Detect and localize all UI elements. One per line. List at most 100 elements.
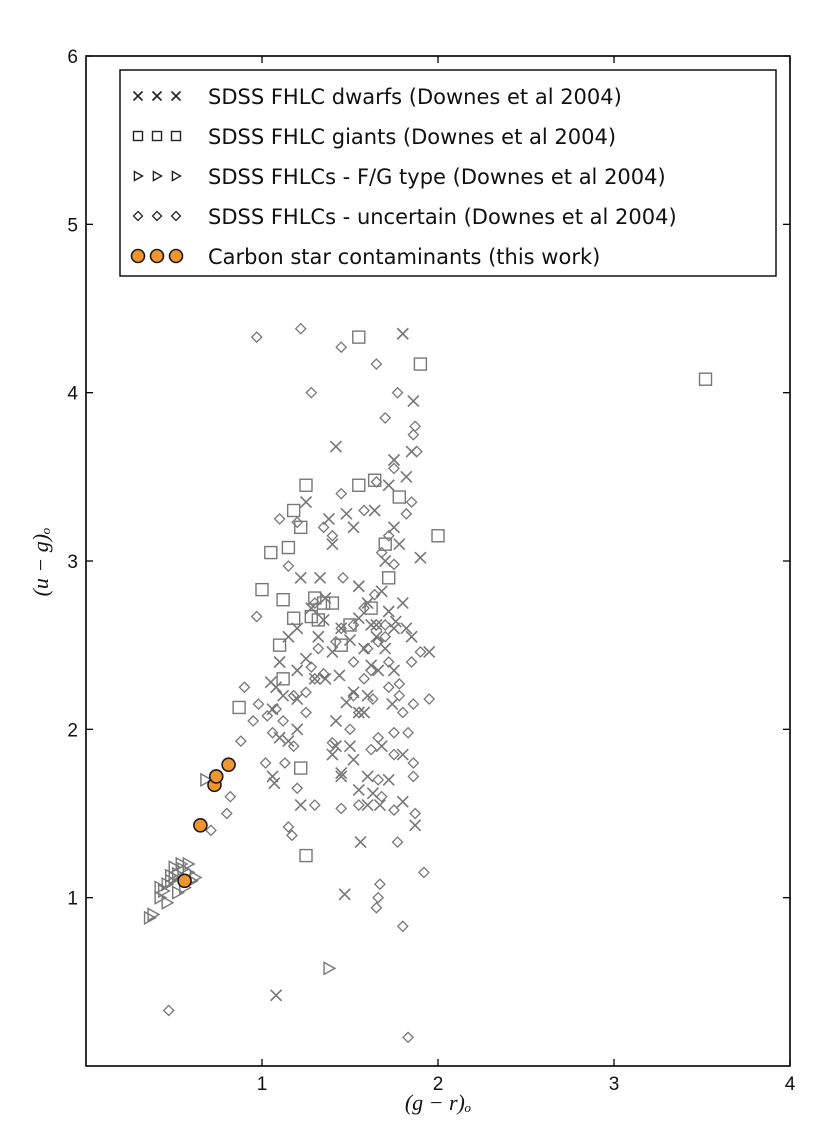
- uncertain-diamond-marker: [405, 496, 418, 509]
- dwarf-x-marker: [294, 799, 307, 812]
- dwarf-x-marker: [317, 613, 330, 626]
- giant-square-marker: [286, 503, 301, 518]
- dwarf-x-marker: [270, 989, 283, 1002]
- uncertain-diamond-marker: [407, 428, 420, 441]
- uncertain-diamond-marker: [312, 642, 325, 655]
- uncertain-diamond-marker: [391, 836, 404, 849]
- legend-entry: SDSS FHLCs - F/G type (Downes et al 2004…: [133, 165, 666, 189]
- uncertain-diamond-marker: [238, 681, 251, 694]
- uncertain-diamond-marker: [291, 782, 304, 795]
- dwarf-x-marker: [312, 630, 325, 643]
- uncertain-diamond-marker: [370, 619, 383, 631]
- dwarf-x-marker: [400, 622, 413, 635]
- uncertain-diamond-marker: [282, 560, 295, 572]
- fg-type-triangle-marker: [164, 868, 178, 883]
- giant-square-marker: [413, 357, 428, 371]
- legend-label: SDSS FHLC dwarfs (Downes et al 2004): [208, 85, 622, 109]
- y-tick-label: 6: [67, 47, 78, 68]
- carbon-star-circle-marker: [193, 817, 208, 833]
- uncertain-diamond-marker: [400, 507, 413, 520]
- x-axis-label: (g − r)ₒ: [405, 1090, 471, 1115]
- data-markers: [143, 322, 713, 1044]
- y-axis-label: (u − g)ₒ: [28, 528, 53, 597]
- uncertain-diamond-marker: [337, 571, 349, 584]
- dwarf-x-marker: [340, 696, 353, 709]
- dwarf-x-marker: [354, 836, 367, 849]
- uncertain-diamond-marker: [326, 529, 339, 542]
- uncertain-diamond-marker: [282, 821, 295, 833]
- uncertain-diamond-marker: [418, 866, 430, 879]
- legend-entry: SDSS FHLCs - uncertain (Downes et al 200…: [132, 205, 677, 229]
- dwarf-x-marker: [326, 748, 339, 761]
- giant-square-marker: [308, 591, 322, 605]
- uncertain-diamond-marker: [370, 901, 383, 914]
- dwarf-x-marker: [299, 652, 313, 665]
- y-tick-label: 5: [67, 215, 78, 236]
- giant-square-marker: [311, 613, 326, 627]
- dwarf-x-marker: [308, 672, 321, 685]
- uncertain-diamond-marker: [393, 677, 406, 690]
- y-tick-label: 3: [67, 552, 78, 573]
- giant-square-marker: [264, 545, 278, 560]
- uncertain-diamond-marker: [224, 790, 237, 803]
- y-tick-label: 1: [67, 889, 78, 910]
- dwarf-x-marker: [387, 521, 401, 534]
- legend-giant-square-marker: [170, 130, 182, 142]
- x-tick-label: 1: [257, 1074, 268, 1095]
- dwarf-x-marker: [326, 645, 339, 658]
- giant-square-marker: [276, 593, 290, 607]
- legend-label: SDSS FHLCs - F/G type (Downes et al 2004…: [208, 165, 666, 189]
- uncertain-diamond-marker: [335, 622, 348, 635]
- uncertain-diamond-marker: [347, 689, 360, 702]
- uncertain-diamond-marker: [370, 475, 383, 488]
- dwarf-x-marker: [387, 453, 401, 467]
- uncertain-diamond-marker: [291, 516, 304, 529]
- carbon-star-circle-marker: [177, 873, 192, 889]
- dwarf-x-marker: [326, 538, 339, 551]
- uncertain-diamond-marker: [368, 588, 381, 601]
- dwarf-x-marker: [264, 676, 277, 689]
- uncertain-diamond-marker: [379, 411, 392, 424]
- dwarf-x-marker: [347, 753, 360, 766]
- uncertain-diamond-marker: [287, 689, 300, 702]
- dwarf-x-marker: [335, 622, 348, 635]
- uncertain-diamond-marker: [270, 703, 282, 716]
- dwarf-x-marker: [335, 767, 348, 780]
- legend-uncertain-diamond-marker: [170, 210, 182, 222]
- dwarf-x-marker: [382, 479, 395, 492]
- dwarf-x-marker: [291, 692, 304, 706]
- dwarf-x-marker: [352, 706, 365, 719]
- giant-square-marker: [304, 609, 318, 624]
- dwarf-x-marker: [266, 770, 279, 783]
- dwarf-x-marker: [382, 605, 395, 618]
- uncertain-diamond-marker: [250, 331, 263, 344]
- uncertain-diamond-marker: [361, 642, 374, 655]
- uncertain-diamond-marker: [250, 610, 263, 623]
- legend-dwarf-x-marker: [170, 90, 182, 102]
- uncertain-diamond-marker: [379, 619, 392, 631]
- legend-entry: Carbon star contaminants (this work): [130, 245, 600, 269]
- uncertain-diamond-marker: [382, 656, 395, 668]
- uncertain-diamond-marker: [366, 693, 379, 705]
- uncertain-diamond-marker: [330, 635, 342, 648]
- dwarf-x-marker: [329, 714, 342, 727]
- uncertain-diamond-marker: [388, 558, 400, 571]
- giant-square-marker: [367, 473, 382, 487]
- uncertain-diamond-marker: [374, 878, 386, 891]
- uncertain-diamond-marker: [358, 672, 370, 685]
- legend-entries: SDSS FHLC dwarfs (Downes et al 2004) SDSS…: [130, 85, 677, 269]
- dwarf-x-marker: [282, 735, 295, 748]
- legend-label: SDSS FHLC giants (Downes et al 2004): [208, 125, 616, 149]
- giant-square-marker: [281, 540, 296, 555]
- dwarf-x-marker: [396, 795, 409, 808]
- giant-square-marker: [343, 618, 357, 632]
- legend-carbon-star-circle-marker: [130, 248, 146, 264]
- uncertain-diamond-marker: [308, 597, 321, 610]
- uncertain-diamond-marker: [410, 445, 423, 458]
- fg-type-triangle-marker: [182, 856, 196, 872]
- fg-type-triangle-marker: [323, 961, 337, 976]
- legend-dwarf-x-marker: [151, 90, 163, 102]
- uncertain-diamond-marker: [277, 714, 290, 727]
- giant-square-marker: [255, 582, 269, 597]
- fg-type-triangle-marker: [168, 860, 182, 875]
